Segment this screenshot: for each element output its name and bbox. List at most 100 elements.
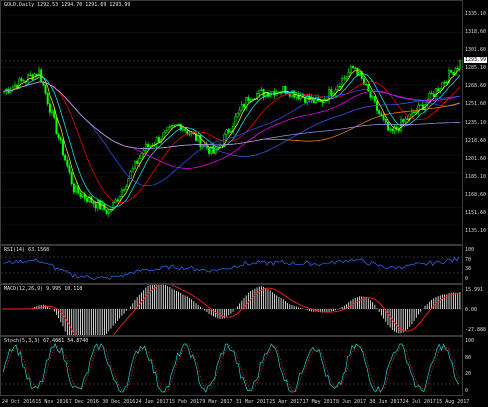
candle-body xyxy=(249,99,252,101)
price-tick-label: 1218.60 xyxy=(465,137,487,144)
price-tick-label: 1268.60 xyxy=(465,83,487,90)
candle-body xyxy=(123,189,126,191)
time-label: 7 Dec 2016 xyxy=(68,399,99,405)
price-tick-label: 1135.10 xyxy=(465,228,487,234)
stoch-panel[interactable]: Stoch(5,3,3) 67.4081 54.8740 xyxy=(0,336,463,396)
candle-body xyxy=(155,137,158,145)
candle-body xyxy=(179,123,182,131)
candle-body xyxy=(79,192,82,197)
time-label: 8 Jun 2017 xyxy=(336,399,367,405)
candle-body xyxy=(352,66,355,69)
candle-body xyxy=(328,89,331,101)
candle-body xyxy=(75,185,78,193)
time-label: 24 Oct 2016 xyxy=(2,399,36,405)
candle-body xyxy=(101,203,104,210)
rsi-panel[interactable]: RSI(14) 63.1568 xyxy=(0,245,463,284)
price-tick-label: 1251.60 xyxy=(465,101,487,108)
moving-average-line xyxy=(3,81,460,149)
candle-body xyxy=(360,71,363,79)
candle-body xyxy=(256,93,259,100)
candle-body xyxy=(393,126,396,131)
candle-body xyxy=(384,119,387,123)
candle-body xyxy=(419,104,422,106)
candle-body xyxy=(214,147,217,154)
candle-body xyxy=(127,178,130,187)
candle-body xyxy=(186,130,189,134)
time-label: 25 Apr 2017 xyxy=(269,399,303,405)
candle-body xyxy=(107,210,110,214)
candle-body xyxy=(373,96,376,102)
candle-body xyxy=(125,186,128,191)
candle-body xyxy=(199,135,202,148)
stoch-chart[interactable] xyxy=(1,337,463,396)
candle-body xyxy=(299,95,302,100)
candle-body xyxy=(48,103,51,113)
candle-body xyxy=(133,160,136,169)
candle-body xyxy=(31,74,34,80)
candle-body xyxy=(382,115,385,120)
time-label: 17 May 2017 xyxy=(302,399,336,405)
time-label: 24 Jul 2017 xyxy=(402,399,436,405)
candle-body xyxy=(443,81,446,84)
candle-body xyxy=(456,67,459,70)
candle-body xyxy=(445,81,448,84)
candle-body xyxy=(330,89,333,96)
price-chart[interactable] xyxy=(1,1,463,245)
macd-chart[interactable] xyxy=(1,285,463,336)
candle-body xyxy=(354,67,357,69)
candle-body xyxy=(371,96,374,98)
candle-body xyxy=(53,110,56,118)
candle-body xyxy=(286,92,289,95)
rsi-tick-label: 100 xyxy=(465,247,475,253)
candle-body xyxy=(177,123,180,126)
candle-body xyxy=(140,153,143,159)
candle-body xyxy=(314,97,317,103)
price-panel[interactable]: GOLD,Daily 1292.53 1294.70 1291.69 1293.… xyxy=(0,0,463,245)
candle-body xyxy=(212,145,215,154)
candle-body xyxy=(386,121,389,131)
candle-body xyxy=(430,92,433,95)
candle-body xyxy=(404,118,407,123)
candle-body xyxy=(454,68,457,76)
time-label: 9 Mar 2017 xyxy=(202,399,233,405)
stoch-tick-label: 20 xyxy=(465,371,472,378)
candle-body xyxy=(378,110,381,115)
candle-body xyxy=(18,78,21,89)
candle-body xyxy=(432,93,435,97)
candle-body xyxy=(94,203,97,209)
candle-body xyxy=(450,70,453,73)
time-label: 15 Feb 2017 xyxy=(169,399,203,405)
candle-body xyxy=(181,128,184,131)
candle-body xyxy=(116,199,119,202)
time-label: 15 Nov 2016 xyxy=(35,399,69,405)
time-axis: 24 Oct 2016 15 Nov 2016 7 Dec 2016 30 Dec 2… xyxy=(0,396,469,407)
candle-body xyxy=(271,91,274,95)
rsi-chart[interactable] xyxy=(1,246,463,284)
price-tick-label: 1318.60 xyxy=(465,29,487,36)
candle-body xyxy=(210,145,213,154)
candle-body xyxy=(83,194,86,199)
candle-body xyxy=(336,86,339,91)
candle-body xyxy=(247,97,250,101)
candle-body xyxy=(166,127,169,131)
candle-body xyxy=(109,210,112,212)
candle-body xyxy=(72,183,75,193)
symbol-title: GOLD,Daily 1292.53 1294.70 1291.69 1293.… xyxy=(4,2,131,8)
macd-panel[interactable]: MACD(12,26,9) 9.995 10.118 xyxy=(0,284,463,336)
candle-body xyxy=(20,78,23,81)
candle-body xyxy=(64,154,67,161)
candle-body xyxy=(338,86,341,88)
candle-body xyxy=(242,104,246,108)
candle-body xyxy=(458,60,461,69)
candle-body xyxy=(144,143,147,151)
candle-body xyxy=(81,194,84,197)
candle-body xyxy=(389,128,392,131)
macd-tick-label: 0.00 xyxy=(465,307,478,313)
candle-body xyxy=(112,202,115,211)
candle-body xyxy=(229,130,232,133)
candle-body xyxy=(225,129,228,135)
candle-body xyxy=(184,128,187,131)
candle-body xyxy=(142,150,145,155)
rsi-tick-label: 70 xyxy=(465,256,472,263)
